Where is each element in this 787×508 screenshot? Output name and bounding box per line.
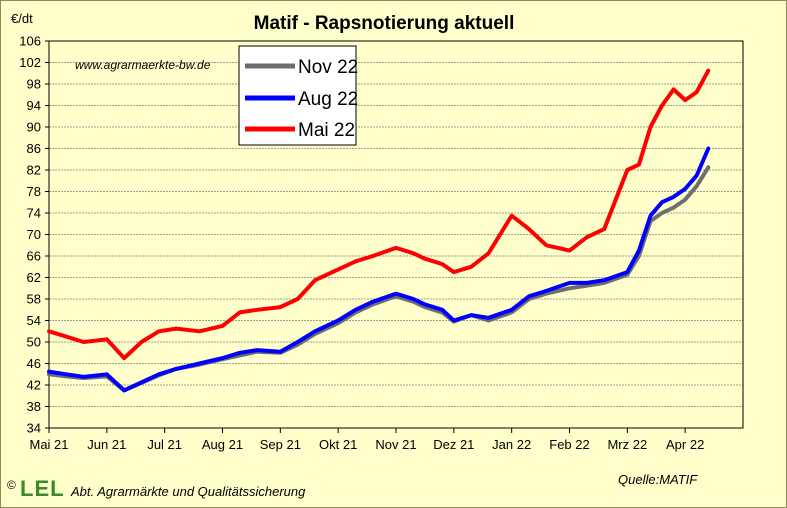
x-tick-label-1: Jun 21	[87, 437, 126, 452]
y-tick-label-54: 54	[27, 313, 41, 328]
x-tick-label-8: Jan 22	[492, 437, 531, 452]
y-tick-label-66: 66	[27, 249, 41, 264]
series-layer	[47, 68, 711, 393]
x-tick-label-3: Aug 21	[202, 437, 243, 452]
x-tick-label-10: Mrz 22	[607, 437, 647, 452]
x-tick-label-5: Okt 21	[319, 437, 357, 452]
y-tick-label-102: 102	[19, 55, 41, 70]
y-axis: 34 38 42 46 50 54 58 62 66 70 74 78 82 86 90 94 98 102 106	[19, 34, 49, 436]
x-tick-label-0: Mai 21	[29, 437, 68, 452]
lel-logo: LEL	[20, 476, 65, 501]
series-line-mai22	[47, 68, 711, 361]
y-tick-label-34: 34	[27, 421, 41, 436]
legend: Nov 22 Aug 22 Mai 22	[238, 45, 358, 146]
website-watermark: www.agrarmaerkte-bw.de	[75, 58, 211, 72]
y-tick-label-70: 70	[27, 227, 41, 242]
organization-label: Abt. Agrarmärkte und Qualitätssicherung	[70, 484, 306, 499]
y-tick-label-38: 38	[27, 399, 41, 414]
y-tick-label-86: 86	[27, 141, 41, 156]
legend-label-aug22: Aug 22	[298, 89, 358, 110]
x-tick-label-2: Jul 21	[147, 437, 182, 452]
legend-label-mai22: Mai 22	[298, 120, 355, 141]
y-tick-label-74: 74	[27, 206, 41, 221]
source-label: Quelle:MATIF	[618, 472, 698, 487]
x-axis: Mai 21 Jun 21 Jul 21 Aug 21 Sep 21 Okt 21 Nov …	[29, 428, 704, 452]
y-tick-label-82: 82	[27, 163, 41, 178]
x-tick-label-4: Sep 21	[260, 437, 301, 452]
x-tick-label-7: Dez 21	[433, 437, 474, 452]
y-tick-label-58: 58	[27, 292, 41, 307]
y-tick-label-94: 94	[27, 98, 41, 113]
y-tick-label-98: 98	[27, 77, 41, 92]
x-tick-label-11: Apr 22	[666, 437, 704, 452]
y-tick-label-106: 106	[19, 34, 41, 49]
series-line-aug22	[47, 146, 711, 393]
x-tick-label-6: Nov 21	[375, 437, 416, 452]
copyright-symbol: ©	[7, 478, 16, 492]
y-tick-label-62: 62	[27, 270, 41, 285]
x-tick-label-9: Feb 22	[549, 437, 589, 452]
chart-title: Matif - Rapsnotierung aktuell	[254, 13, 515, 34]
y-tick-label-50: 50	[27, 335, 41, 350]
y-unit-label: €/dt	[11, 11, 33, 26]
y-tick-label-78: 78	[27, 184, 41, 199]
y-tick-label-90: 90	[27, 120, 41, 135]
legend-label-nov22: Nov 22	[298, 57, 358, 78]
lel-logo-text: LEL	[20, 476, 65, 501]
y-tick-label-46: 46	[27, 356, 41, 371]
y-tick-label-42: 42	[27, 378, 41, 393]
